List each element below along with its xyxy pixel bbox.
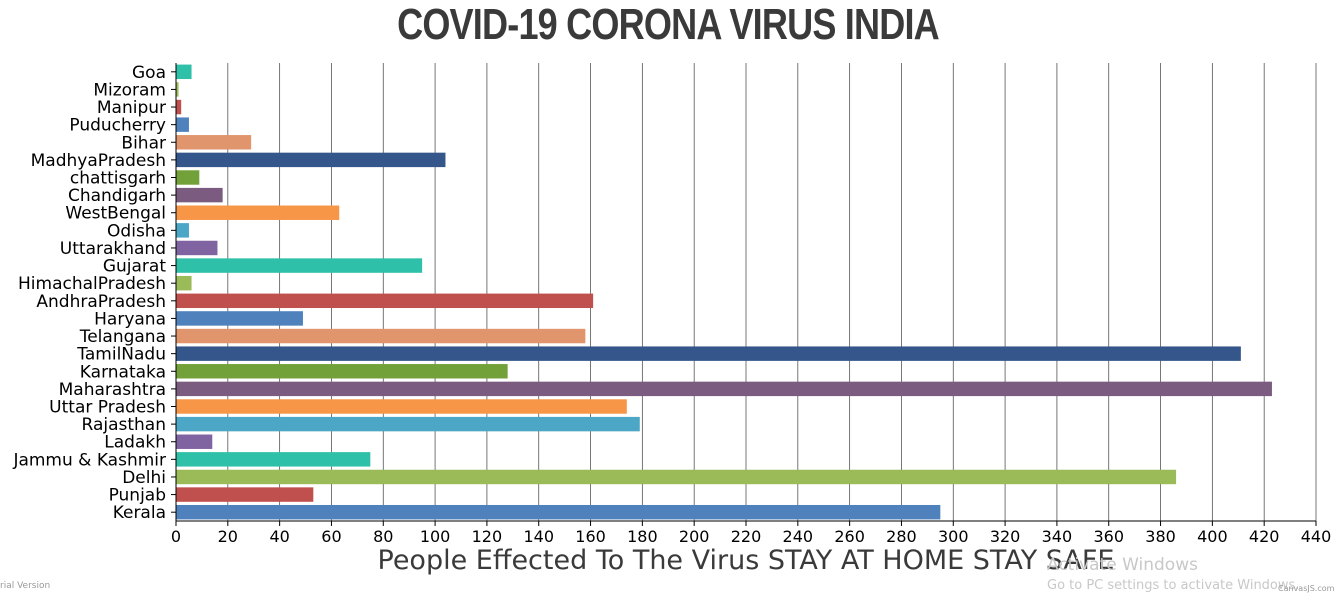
y-category-label: chattisgarh <box>70 169 166 189</box>
x-tick-label: 160 <box>575 527 606 546</box>
bar-mizoram[interactable] <box>176 82 179 97</box>
y-category-label: Maharashtra <box>59 380 166 400</box>
x-tick-label: 300 <box>938 527 969 546</box>
bar-tamilnadu[interactable] <box>176 346 1241 361</box>
x-tick-label: 320 <box>990 527 1021 546</box>
bar-gujarat[interactable] <box>176 258 423 273</box>
y-category-label: Uttarakhand <box>60 239 166 259</box>
bar-punjab[interactable] <box>176 487 314 502</box>
y-category-label: Odisha <box>107 221 166 241</box>
bars <box>176 64 1272 520</box>
y-category-label: HimachalPradesh <box>18 274 166 294</box>
bar-delhi[interactable] <box>176 469 1177 485</box>
y-category-label: Punjab <box>109 486 166 506</box>
x-tick-label: 380 <box>1145 527 1176 546</box>
y-axis-labels: GoaMizoramManipurPuducherryBiharMadhyaPr… <box>12 63 176 523</box>
bar-ladakh[interactable] <box>176 434 213 449</box>
y-category-label: AndhraPradesh <box>36 292 166 312</box>
bar-chattisgarh[interactable] <box>176 170 200 185</box>
x-tick-label: 100 <box>420 527 451 546</box>
y-category-label: Mizoram <box>93 80 166 100</box>
y-category-label: MadhyaPradesh <box>31 151 166 171</box>
y-category-label: Goa <box>132 63 166 83</box>
x-tick-label: 420 <box>1249 527 1280 546</box>
y-category-label: Bihar <box>121 133 166 153</box>
x-tick-label: 200 <box>679 527 710 546</box>
trial-version-watermark: rial Version <box>0 581 51 591</box>
x-tick-label: 400 <box>1197 527 1228 546</box>
y-category-label: Jammu & Kashmir <box>12 450 166 470</box>
y-category-label: Haryana <box>94 309 166 329</box>
y-category-label: Gujarat <box>103 257 166 277</box>
x-axis-title: People Effected To The Virus STAY AT HOM… <box>378 545 1115 576</box>
activate-windows-subtitle: Go to PC settings to activate Windows. <box>1047 578 1300 593</box>
x-tick-label: 440 <box>1301 527 1332 546</box>
x-tick-label: 0 <box>171 527 181 546</box>
bar-telangana[interactable] <box>176 328 586 344</box>
x-tick-label: 240 <box>783 527 814 546</box>
bar-uttarakhand[interactable] <box>176 240 218 256</box>
bar-chandigarh[interactable] <box>176 187 223 203</box>
y-category-label: Delhi <box>122 468 166 488</box>
y-category-label: Uttar Pradesh <box>49 398 166 418</box>
bar-uttar-pradesh[interactable] <box>176 399 627 414</box>
bar-bihar[interactable] <box>176 135 252 150</box>
bar-goa[interactable] <box>176 64 192 80</box>
y-category-label: Chandigarh <box>68 186 166 206</box>
y-category-label: TamilNadu <box>76 345 166 365</box>
chart-title: COVID-19 CORONA VIRUS INDIA <box>397 0 940 49</box>
x-tick-label: 20 <box>218 527 238 546</box>
x-tick-label: 80 <box>373 527 393 546</box>
x-tick-label: 40 <box>269 527 289 546</box>
bar-andhrapradesh[interactable] <box>176 293 594 309</box>
bar-puducherry[interactable] <box>176 117 189 132</box>
bar-madhyapradesh[interactable] <box>176 152 446 168</box>
x-tick-label: 60 <box>321 527 341 546</box>
y-category-label: Karnataka <box>80 362 166 382</box>
bar-himachalpradesh[interactable] <box>176 275 192 291</box>
bar-odisha[interactable] <box>176 223 189 238</box>
bar-westbengal[interactable] <box>176 205 340 220</box>
x-tick-label: 220 <box>731 527 762 546</box>
bar-karnataka[interactable] <box>176 364 508 379</box>
y-category-label: Ladakh <box>104 433 166 453</box>
x-tick-label: 260 <box>834 527 865 546</box>
y-category-label: WestBengal <box>65 204 166 224</box>
x-axis-ticks: 0 20 40 60 80 100 120 140 160 180 200 220 240 260 280 3… <box>171 521 1331 546</box>
y-category-label: Manipur <box>97 98 166 118</box>
y-category-label: Telangana <box>79 327 166 347</box>
bar-kerala[interactable] <box>176 504 941 520</box>
x-tick-label: 140 <box>523 527 554 546</box>
grid-lines <box>227 63 1317 521</box>
bar-manipur[interactable] <box>176 99 182 115</box>
bar-haryana[interactable] <box>176 311 303 326</box>
x-tick-label: 340 <box>1042 527 1073 546</box>
x-tick-label: 180 <box>627 527 658 546</box>
bar-jammu-kashmir[interactable] <box>176 452 371 467</box>
x-tick-label: 280 <box>886 527 917 546</box>
canvasjs-credit: CanvasJS.com <box>1278 584 1335 593</box>
y-category-label: Rajasthan <box>82 415 167 435</box>
bar-rajasthan[interactable] <box>176 416 640 432</box>
x-tick-label: 360 <box>1093 527 1124 546</box>
x-tick-label: 120 <box>472 527 503 546</box>
y-category-label: Puducherry <box>69 116 166 136</box>
y-category-label: Kerala <box>113 503 166 523</box>
activate-windows-title: Activate Windows <box>1047 555 1198 575</box>
bar-maharashtra[interactable] <box>176 381 1272 397</box>
